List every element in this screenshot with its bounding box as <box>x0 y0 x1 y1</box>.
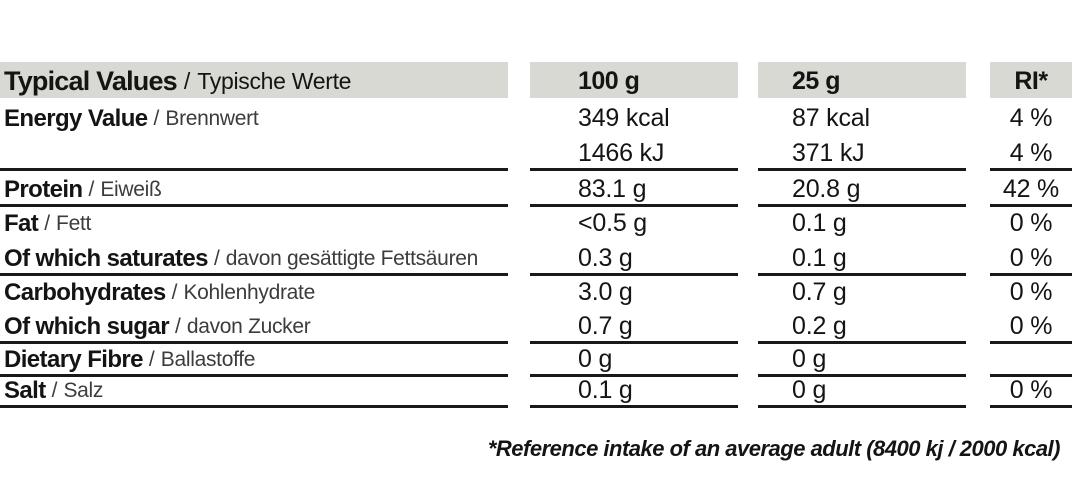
row-label-en: Dietary Fibre <box>4 345 144 373</box>
row-label-de: Ballastoffe <box>160 347 256 371</box>
value-ri <box>990 340 1072 377</box>
row-label-separator: / <box>88 177 95 201</box>
value-100g: <0.5 g <box>578 209 648 237</box>
value-100g: 0 g <box>530 340 738 377</box>
row-label-en: Energy Value <box>4 104 148 132</box>
value-ri: 0 % <box>990 239 1072 276</box>
row-label-de: Brennwert <box>165 106 259 130</box>
value-ri: 0 % <box>1009 209 1053 237</box>
table-header-25g: 25 g <box>758 62 966 98</box>
row-label-salt: Salt / Salz <box>0 371 508 408</box>
value-25g: 0.7 g <box>792 278 847 306</box>
row-label-separator: / <box>51 378 58 402</box>
value-ri: 4 % <box>1009 104 1053 132</box>
row-label-en: Of which sugar <box>4 312 170 340</box>
value-25g: 0 g <box>758 340 966 377</box>
value-ri: 42 % <box>990 170 1072 207</box>
value-ri: 0 % <box>990 371 1072 408</box>
value-ri: 0 % <box>1009 278 1053 306</box>
row-label-de: Fett <box>56 211 92 235</box>
row-label-empty <box>0 134 508 171</box>
table-header-row: Typical Values / Typische Werte 100 g 25… <box>0 62 1080 98</box>
row-label-en: Salt <box>4 376 46 404</box>
row-label-de: davon gesättigte Fettsäuren <box>225 246 479 270</box>
value-100g: 0.1 g <box>530 371 738 408</box>
table-header-typical-values: Typical Values / Typische Werte <box>0 62 508 98</box>
table-row-saturates: Of which saturates / davon gesättigte Fe… <box>0 239 1080 276</box>
value-25g: 87 kcal <box>792 104 870 132</box>
value-100g: 83.1 g <box>530 170 738 207</box>
row-label-carbohydrates: Carbohydrates / Kohlenhydrate <box>0 273 508 307</box>
table-header-ri: RI* <box>990 62 1072 98</box>
value-100g: 0.7 g <box>530 307 738 344</box>
table-row-protein: Protein / Eiweiß 83.1 g 20.8 g 42 % <box>0 170 1080 207</box>
value-25g: 0.1 g <box>758 239 966 276</box>
value-100g: 349 kcal <box>578 104 670 132</box>
value-25g: 371 kJ <box>758 134 966 171</box>
row-label-de: Kohlenhydrate <box>183 280 315 304</box>
row-label-de: Salz <box>63 378 104 402</box>
row-label-en: Of which saturates <box>4 244 209 272</box>
table-row-sugar: Of which sugar / davon Zucker 0.7 g 0.2 … <box>0 307 1080 344</box>
value-100g: 3.0 g <box>578 278 633 306</box>
table-row-salt: Salt / Salz 0.1 g 0 g 0 % <box>0 371 1080 408</box>
row-label-en: Carbohydrates <box>4 278 166 306</box>
table-row-energy-kcal: Energy Value / Brennwert 349 kcal 87 kca… <box>0 98 1080 134</box>
row-label-separator: / <box>213 246 220 270</box>
header-title-de: Typische Werte <box>197 68 352 94</box>
header-100g-label: 100 g <box>578 67 640 95</box>
header-title-en: Typical Values <box>4 66 178 96</box>
row-label-de: Eiweiß <box>100 177 162 201</box>
value-25g: 20.8 g <box>758 170 966 207</box>
table-row-carbohydrates: Carbohydrates / Kohlenhydrate 3.0 g 0.7 … <box>0 273 1080 307</box>
row-label-fat: Fat / Fett <box>0 203 508 239</box>
row-label-de: davon Zucker <box>186 314 311 338</box>
row-label-en: Protein <box>4 175 83 203</box>
table-header-100g: 100 g <box>530 62 738 98</box>
row-label-separator: / <box>153 106 160 130</box>
table-row-energy-kj: 1466 kJ 371 kJ 4 % <box>0 134 1080 171</box>
value-25g: 0.2 g <box>758 307 966 344</box>
row-label-saturates: Of which saturates / davon gesättigte Fe… <box>0 239 508 276</box>
row-label-protein: Protein / Eiweiß <box>0 170 508 207</box>
row-label-en: Fat <box>4 209 39 237</box>
table-row-dietary-fibre: Dietary Fibre / Ballastoffe 0 g 0 g <box>0 340 1080 377</box>
value-ri: 4 % <box>990 134 1072 171</box>
value-25g: 0 g <box>758 371 966 408</box>
header-ri-label: RI* <box>1014 67 1048 95</box>
row-label-dietary-fibre: Dietary Fibre / Ballastoffe <box>0 340 508 377</box>
reference-intake-footnote: *Reference intake of an average adult (8… <box>487 436 1061 461</box>
header-25g-label: 25 g <box>792 67 841 95</box>
row-label-separator: / <box>44 211 51 235</box>
row-label-separator: / <box>148 347 155 371</box>
value-25g: 0.1 g <box>792 209 847 237</box>
row-label-separator: / <box>174 314 181 338</box>
row-label-energy: Energy Value / Brennwert <box>0 98 508 134</box>
value-ri: 0 % <box>990 307 1072 344</box>
row-label-sugar: Of which sugar / davon Zucker <box>0 307 508 344</box>
value-100g: 0.3 g <box>530 239 738 276</box>
row-label-separator: / <box>171 280 178 304</box>
value-100g: 1466 kJ <box>530 134 738 171</box>
header-title-separator: / <box>183 68 191 94</box>
table-row-fat: Fat / Fett <0.5 g 0.1 g 0 % <box>0 203 1080 239</box>
